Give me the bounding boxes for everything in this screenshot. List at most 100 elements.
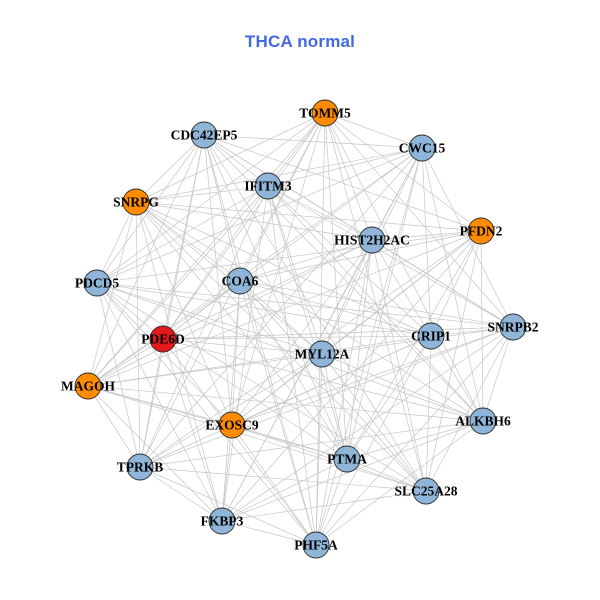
edge: [203, 134, 269, 187]
edge: [221, 520, 317, 546]
edge: [480, 230, 484, 422]
edge: [324, 112, 482, 232]
edge: [346, 230, 482, 460]
edge: [346, 335, 432, 460]
node-snrpg: [122, 188, 150, 216]
edge: [239, 280, 348, 460]
edge: [203, 134, 514, 328]
edge: [267, 112, 326, 187]
edge: [203, 134, 423, 149]
edge: [321, 353, 348, 460]
edge: [267, 185, 484, 422]
node-layer: [74, 99, 527, 559]
edge: [221, 185, 269, 522]
edge: [87, 385, 233, 426]
node-tomm5: [311, 99, 339, 127]
edge: [315, 353, 323, 546]
edge: [162, 134, 205, 340]
edge: [135, 201, 348, 460]
edge: [239, 280, 323, 355]
node-magoh: [74, 372, 102, 400]
edge: [203, 134, 241, 282]
edge: [96, 282, 427, 492]
edge: [421, 147, 484, 422]
node-slc25a28: [412, 477, 440, 505]
edge: [96, 282, 141, 468]
edge: [346, 147, 423, 460]
edge: [96, 282, 432, 337]
edge: [135, 201, 432, 337]
edge: [162, 338, 323, 355]
edge: [239, 230, 482, 282]
edge: [221, 326, 514, 522]
edge: [162, 338, 223, 522]
edge: [87, 385, 348, 460]
node-snrpb2: [499, 313, 527, 341]
edge: [139, 134, 205, 468]
node-crip1: [417, 322, 445, 350]
edge: [231, 239, 373, 426]
node-cdc42ep5: [190, 121, 218, 149]
edge: [139, 466, 223, 522]
edge: [162, 338, 317, 546]
edge: [221, 239, 373, 522]
edge: [267, 185, 514, 328]
edge: [135, 201, 141, 468]
edge: [421, 147, 514, 328]
edge: [482, 326, 514, 422]
edge: [346, 420, 484, 460]
edge: [267, 185, 323, 355]
edge: [162, 239, 373, 340]
edge-layer: [87, 112, 514, 546]
edge: [87, 385, 141, 468]
edge: [87, 335, 432, 387]
edge: [203, 134, 482, 232]
edge: [135, 201, 241, 282]
edge: [139, 185, 269, 468]
edge: [139, 466, 317, 546]
edge: [221, 280, 241, 522]
edge: [321, 353, 427, 492]
edge: [135, 201, 223, 522]
edge: [221, 424, 233, 522]
edge: [231, 353, 323, 426]
edge: [135, 201, 373, 241]
edge: [425, 326, 514, 492]
edge: [346, 239, 373, 460]
edge: [430, 230, 482, 337]
edge: [162, 335, 432, 340]
edge: [96, 282, 223, 522]
edge: [162, 326, 514, 340]
edge: [96, 185, 269, 284]
node-exosc9: [218, 411, 246, 439]
edge: [87, 201, 137, 387]
edge: [135, 134, 205, 203]
node-pdcd5: [83, 269, 111, 297]
node-ptma: [333, 445, 361, 473]
edge: [96, 282, 164, 340]
edge: [321, 326, 514, 355]
edge: [87, 239, 373, 387]
edge: [267, 185, 432, 337]
edge: [371, 230, 482, 241]
edge: [162, 338, 484, 422]
edge: [239, 280, 427, 492]
edge: [239, 239, 373, 282]
edge: [267, 185, 317, 546]
edge: [135, 201, 427, 492]
edge: [231, 280, 241, 426]
edge: [315, 335, 432, 546]
edge: [321, 230, 482, 355]
edge: [87, 385, 223, 522]
edge: [135, 201, 482, 232]
edge: [324, 112, 348, 460]
node-alkbh6: [469, 407, 497, 435]
edge: [239, 280, 317, 546]
edge: [87, 385, 484, 422]
edge: [135, 201, 484, 422]
edge: [135, 201, 233, 426]
edge: [87, 338, 164, 387]
edge: [87, 147, 423, 387]
edge: [135, 185, 269, 203]
edge: [203, 134, 317, 546]
